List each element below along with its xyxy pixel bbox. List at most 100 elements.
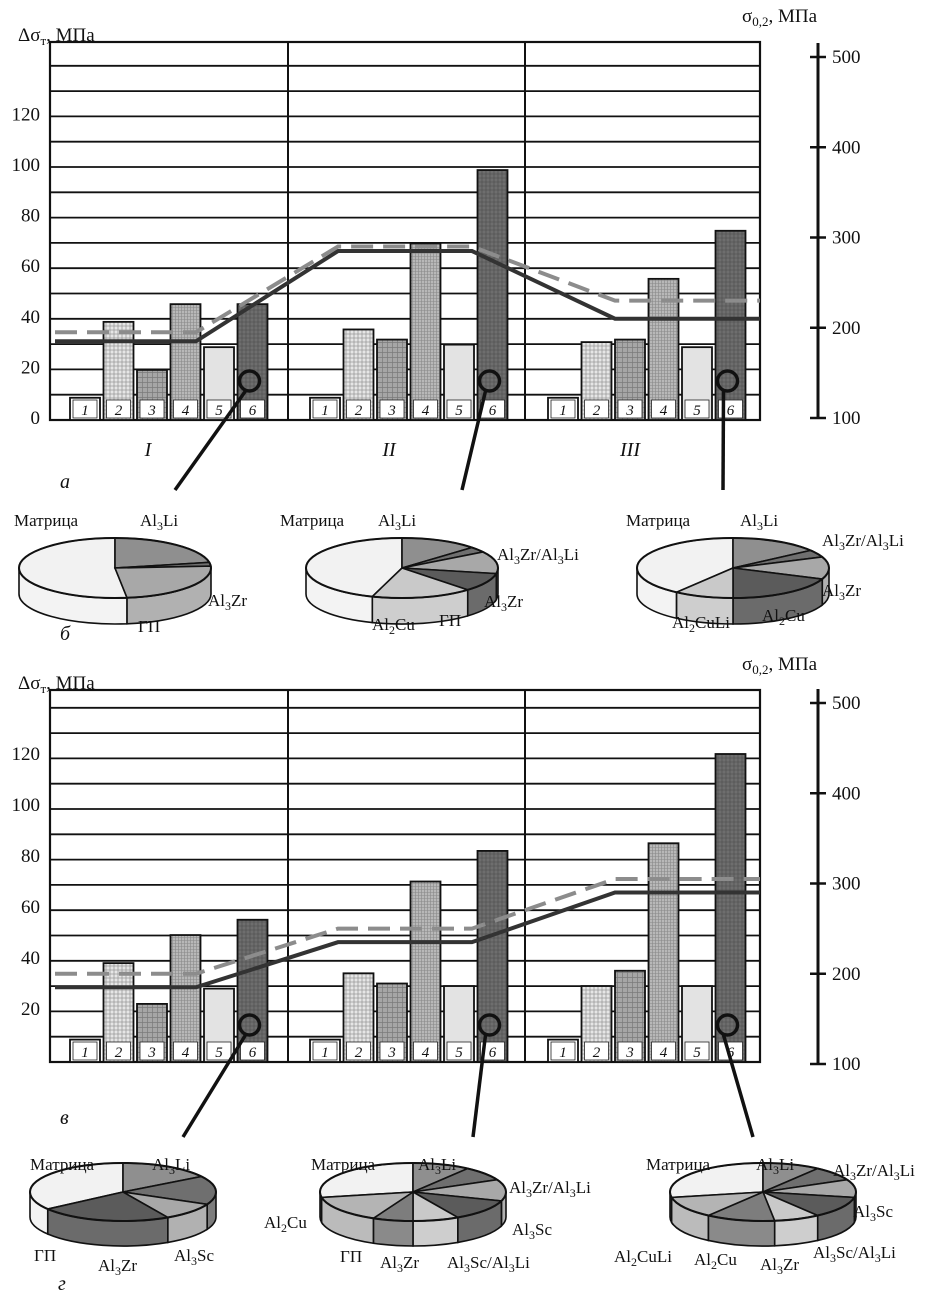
right-tick-label: 300 (832, 228, 861, 249)
bar-number-box (651, 399, 676, 419)
pie-rim (636, 537, 830, 599)
bar-number-box (684, 399, 710, 419)
pie-label: Al3Zr (822, 581, 861, 603)
right-tick-label: 400 (832, 137, 861, 158)
bar-number-box (173, 1041, 198, 1061)
right-tick-label: 500 (832, 693, 861, 714)
left-tick-label: 60 (21, 897, 40, 918)
line-measured (55, 890, 760, 990)
bar-number-label: 1 (559, 1045, 567, 1061)
bar-number-label: 1 (81, 403, 89, 419)
pie-label: Al2Cu (372, 615, 415, 637)
right-tick-label: 100 (832, 1054, 861, 1075)
pie-g-1 (29, 1162, 217, 1247)
pie-label: Al2CuLi (614, 1247, 672, 1269)
pie-label: Al3Li (152, 1155, 190, 1177)
pie-label: Al3Zr (380, 1253, 419, 1275)
pie-label: Al3Sc (512, 1220, 552, 1242)
bar-number-label: 2 (593, 403, 601, 419)
right-tick-label: 400 (832, 783, 861, 804)
left-tick-label: 100 (12, 155, 41, 176)
bar-number-label: 1 (321, 403, 329, 419)
pie-label: Al3Zr/Al3Li (822, 531, 904, 553)
bar-number-label: 4 (422, 403, 430, 419)
bar-number-label: 4 (182, 403, 190, 419)
left-tick-label: 80 (21, 206, 40, 227)
pie-label: Al3Sc/Al3Li (447, 1253, 530, 1275)
left-tick-label: 120 (12, 744, 41, 765)
bar-number-box (206, 1041, 232, 1061)
bar-panel-v (48, 688, 826, 1138)
bar-number-box (139, 1041, 165, 1061)
group-label: II (381, 439, 397, 461)
bar-number-label: 5 (455, 403, 463, 419)
pie-label: Матрица (14, 511, 79, 530)
pie-label: Al2CuLi (672, 613, 730, 635)
bar-panel-a (48, 40, 826, 492)
pie-b-1 (18, 537, 212, 625)
pie-label: ГП (340, 1247, 362, 1266)
leader-line (471, 1034, 488, 1138)
bar-number-box (446, 399, 472, 419)
bar-number-box (379, 1041, 405, 1061)
bar-number-box (617, 399, 643, 419)
pie-label: ГП (439, 611, 461, 630)
bar-number-label: 3 (387, 1045, 396, 1061)
pie-label: Al2Cu (762, 606, 805, 628)
bar6-marker-circle (477, 1013, 502, 1037)
bar-number-box (240, 1041, 265, 1061)
left-tick-label: 20 (21, 999, 40, 1020)
pie-label: Матрица (626, 511, 691, 530)
bar6-marker-circle (237, 1013, 262, 1037)
bar-number-label: 4 (182, 1045, 190, 1061)
bar-number-box (617, 1041, 643, 1061)
pie-rim (305, 537, 499, 599)
right-tick-label: 500 (832, 47, 861, 68)
pie-label: Al3Li (740, 511, 778, 533)
bar-number-label: 6 (727, 403, 735, 419)
bar-number-label: 2 (115, 1045, 123, 1061)
bar-number-box (106, 1041, 131, 1061)
bar-number-box (413, 1041, 438, 1061)
bar-number-box (379, 399, 405, 419)
bar-number-label: 3 (625, 403, 634, 419)
left-tick-label: 80 (21, 846, 40, 867)
bar-number-label: 6 (489, 1045, 497, 1061)
pie-rim (669, 1162, 857, 1222)
bar-group2-4 (409, 242, 442, 421)
bar-number-label: 6 (727, 1045, 735, 1061)
group-label: I (144, 439, 153, 461)
bar-number-box (346, 1041, 371, 1061)
pie-label: Матрица (30, 1155, 95, 1174)
left-tick-label: 20 (21, 357, 40, 378)
line-measured (55, 249, 760, 344)
right-tick-label: 100 (832, 408, 861, 429)
pie-label: Al3Zr (760, 1255, 799, 1277)
pie-label: Al2Cu (694, 1250, 737, 1272)
bar-number-label: 3 (387, 403, 396, 419)
left-tick-label: 100 (12, 795, 41, 816)
right-tick-label: 200 (832, 318, 861, 339)
right-tick-label: 300 (832, 874, 861, 895)
bar-number-box (106, 399, 131, 419)
right-axis-title: σ0,2, МПа (742, 654, 818, 677)
pie-label: Al3Zr (484, 592, 523, 614)
bar-number-box (72, 399, 98, 419)
bar6-marker-circle (715, 369, 740, 393)
bar-group3-4 (647, 842, 680, 1063)
panel-letter-g: г (58, 1273, 66, 1295)
bar-number-label: 4 (660, 403, 668, 419)
pie-side-segment (372, 1217, 414, 1247)
bar-number-box (413, 399, 438, 419)
bar-number-box (550, 399, 576, 419)
pie-label: Al3Li (140, 511, 178, 533)
pie-label: Al3Sc/Al3Li (813, 1243, 896, 1265)
leader-line (181, 1034, 247, 1138)
right-axis-title: σ0,2, МПа (742, 6, 818, 29)
bar-number-label: 4 (422, 1045, 430, 1061)
bar-number-label: 1 (321, 1045, 329, 1061)
bar-number-label: 4 (660, 1045, 668, 1061)
pie-label: Al3Li (378, 511, 416, 533)
leader-line (173, 389, 247, 492)
bar-number-box (584, 1041, 609, 1061)
